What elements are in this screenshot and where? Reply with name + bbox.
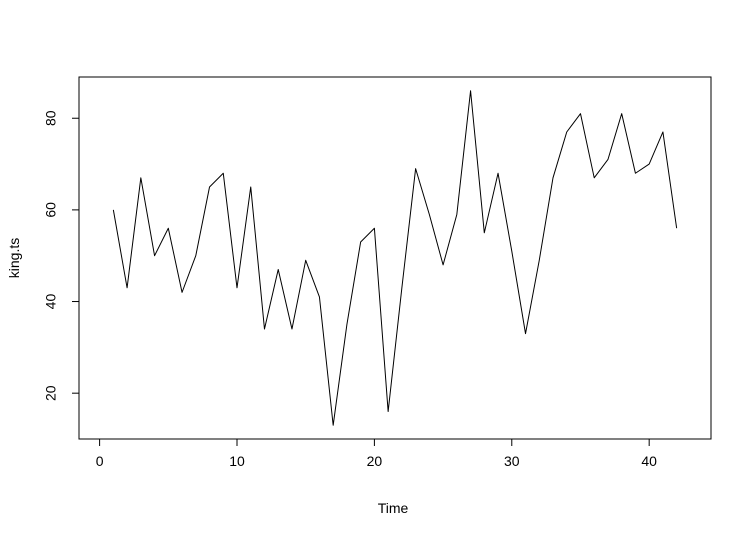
data-point (154, 255, 155, 256)
data-point (498, 173, 499, 174)
data-point (360, 241, 361, 242)
x-axis-title: Time (378, 500, 409, 516)
data-point (594, 177, 595, 178)
x-tick-label: 10 (229, 453, 245, 469)
data-point (182, 292, 183, 293)
data-point (635, 173, 636, 174)
x-tick-label: 30 (504, 453, 520, 469)
data-point (607, 159, 608, 160)
data-point (333, 425, 334, 426)
data-point (278, 269, 279, 270)
x-axis: 0 10 20 30 40 (96, 438, 657, 469)
data-point (415, 168, 416, 169)
y-tick-label: 40 (43, 294, 59, 310)
data-point (264, 329, 265, 330)
data-point (140, 177, 141, 178)
y-axis: 20 40 60 80 (43, 110, 80, 401)
data-point (168, 228, 169, 229)
data-point (195, 255, 196, 256)
series-layer (112, 90, 678, 426)
data-point (237, 287, 238, 288)
data-point (443, 264, 444, 265)
data-point (319, 296, 320, 297)
data-point (649, 164, 650, 165)
data-point (374, 228, 375, 229)
data-point (539, 260, 540, 261)
data-point (484, 232, 485, 233)
data-point (113, 209, 114, 210)
y-tick-label: 60 (43, 202, 59, 218)
x-tick-label: 0 (96, 453, 104, 469)
data-point (525, 333, 526, 334)
data-point (127, 287, 128, 288)
data-point (291, 329, 292, 330)
data-point (346, 324, 347, 325)
data-point (662, 131, 663, 132)
data-point (429, 214, 430, 215)
data-point (580, 113, 581, 114)
data-point (621, 113, 622, 114)
data-point (223, 173, 224, 174)
data-point (511, 251, 512, 252)
data-point (209, 186, 210, 187)
data-point (388, 411, 389, 412)
series-line (112, 90, 678, 426)
x-tick-label: 40 (641, 453, 657, 469)
data-point (553, 177, 554, 178)
x-tick-label: 20 (367, 453, 383, 469)
data-point (401, 287, 402, 288)
data-point (305, 260, 306, 261)
data-point (566, 131, 567, 132)
data-point (676, 228, 677, 229)
y-tick-label: 80 (43, 110, 59, 126)
y-tick-label: 20 (43, 385, 59, 401)
y-axis-title: king.ts (6, 238, 22, 278)
data-point (456, 214, 457, 215)
data-point (250, 186, 251, 187)
data-point (470, 90, 471, 91)
